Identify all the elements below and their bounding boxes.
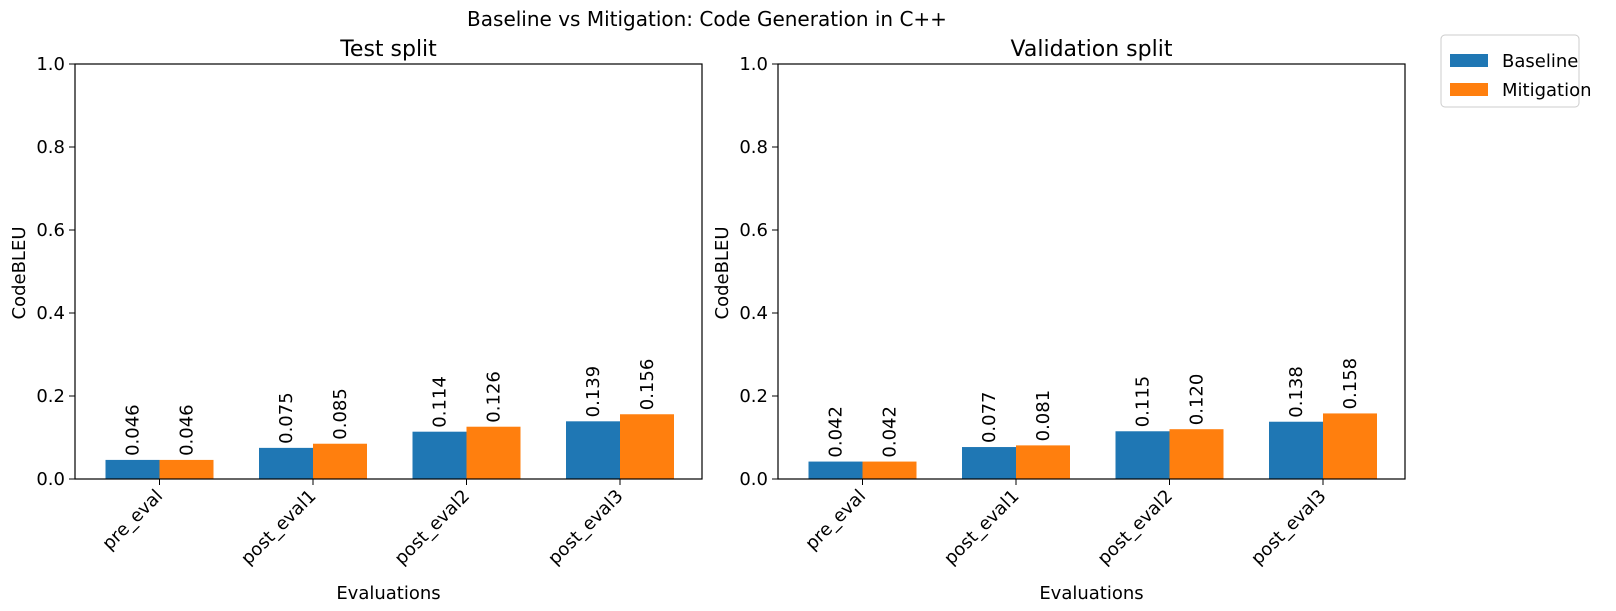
x-tick-label: post_eval2 <box>391 486 475 570</box>
y-tick-label: 1.0 <box>739 54 768 75</box>
panel-title: Test split <box>339 37 437 62</box>
x-tick-label: post_eval3 <box>544 486 628 570</box>
bar-value-label: 0.138 <box>1286 366 1307 418</box>
legend-swatch-baseline <box>1450 54 1488 67</box>
bar-value-label: 0.085 <box>330 388 351 440</box>
bar-mitigation-post-eval1 <box>1016 445 1070 479</box>
y-tick-label: 1.0 <box>36 54 65 75</box>
bar-baseline-post-eval2 <box>1115 431 1170 479</box>
y-tick-label: 0.4 <box>739 303 768 324</box>
bar-baseline-post-eval1 <box>962 447 1016 479</box>
x-axis-label: Evaluations <box>1039 583 1143 604</box>
axes-frame <box>777 63 1406 480</box>
y-tick-label: 0.2 <box>739 386 768 407</box>
y-tick-label: 0.4 <box>36 303 65 324</box>
bar-value-label: 0.120 <box>1187 374 1208 426</box>
panel-title: Validation split <box>1011 37 1173 62</box>
bar-value-label: 0.126 <box>484 371 505 423</box>
bar-baseline-post-eval3 <box>566 421 620 479</box>
x-tick-label: post_eval1 <box>237 486 321 570</box>
axes-frame <box>74 63 703 480</box>
bar-value-label: 0.081 <box>1033 390 1054 442</box>
bar-baseline-post-eval3 <box>1269 421 1323 479</box>
legend-swatch-mitigation <box>1450 83 1488 96</box>
bar-baseline-pre-eval <box>808 461 863 479</box>
panel-test-split: Test split CodeBLEU Evaluations 0.0 0.2 0.… <box>9 37 703 604</box>
bar-mitigation-post-eval2 <box>466 426 521 479</box>
x-axis-label: Evaluations <box>336 583 440 604</box>
y-tick-label: 0.6 <box>36 220 65 241</box>
bar-value-label: 0.114 <box>430 376 451 428</box>
y-tick-label: 0.0 <box>36 469 65 490</box>
legend-label-baseline: Baseline <box>1502 51 1578 72</box>
bar-baseline-post-eval2 <box>412 431 467 479</box>
bar-value-label: 0.042 <box>826 406 847 458</box>
x-tick-label: post_eval2 <box>1094 486 1178 570</box>
legend-label-mitigation: Mitigation <box>1502 80 1592 101</box>
bar-value-label: 0.046 <box>177 404 198 456</box>
bar-value-label: 0.075 <box>276 392 297 444</box>
x-tick-label: post_eval1 <box>940 486 1024 570</box>
bar-value-label: 0.077 <box>979 392 1000 444</box>
y-tick-label: 0.6 <box>739 220 768 241</box>
y-tick-label: 0.8 <box>36 137 65 158</box>
bar-value-label: 0.139 <box>583 366 604 418</box>
bar-value-label: 0.115 <box>1133 376 1154 428</box>
y-tick-label: 0.2 <box>36 386 65 407</box>
figure-suptitle: Baseline vs Mitigation: Code Generation … <box>467 7 947 31</box>
bar-value-label: 0.042 <box>880 406 901 458</box>
y-axis-label: CodeBLEU <box>9 226 30 319</box>
bar-baseline-pre-eval <box>105 459 160 479</box>
x-tick-label: pre_eval <box>98 486 167 555</box>
bar-mitigation-post-eval3 <box>1323 413 1377 479</box>
bar-mitigation-post-eval3 <box>620 414 674 479</box>
bar-baseline-post-eval1 <box>259 447 313 479</box>
y-tick-label: 0.0 <box>739 469 768 490</box>
bar-value-label: 0.046 <box>123 404 144 456</box>
x-tick-label: pre_eval <box>801 486 870 555</box>
bar-mitigation-pre-eval <box>159 459 214 479</box>
legend: Baseline Mitigation <box>1440 34 1592 108</box>
panel-validation-split: Validation split CodeBLEU Evaluations 0.… <box>712 37 1406 604</box>
y-tick-label: 0.8 <box>739 137 768 158</box>
bar-mitigation-post-eval1 <box>313 443 367 479</box>
bar-mitigation-post-eval2 <box>1169 429 1224 479</box>
bar-mitigation-pre-eval <box>862 461 917 479</box>
bar-value-label: 0.156 <box>637 359 658 411</box>
bar-value-label: 0.158 <box>1340 358 1361 410</box>
y-axis-label: CodeBLEU <box>712 226 733 319</box>
x-tick-label: post_eval3 <box>1247 486 1331 570</box>
